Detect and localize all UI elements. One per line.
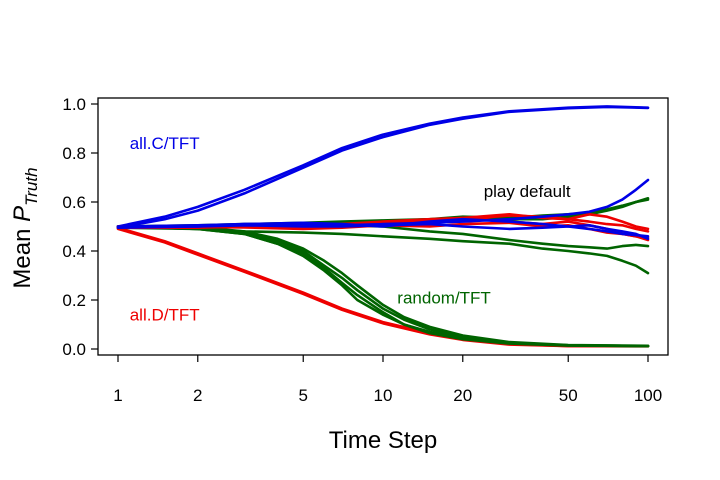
series-line-17	[116, 178, 650, 228]
y-axis-title-main: Mean	[9, 222, 36, 289]
y-tick-label: 0.0	[62, 340, 86, 359]
series-line-7	[116, 225, 650, 348]
x-axis: 1 2 5 10 20 50 100	[113, 355, 662, 405]
series-line-4	[116, 225, 650, 348]
series-line-18	[116, 222, 650, 241]
x-tick-label: 20	[453, 386, 472, 405]
y-tick-label: 0.2	[62, 291, 86, 310]
annotation-label: all.D/TFT	[130, 306, 200, 325]
x-tick-label: 2	[193, 386, 202, 405]
x-tick-label: 5	[298, 386, 307, 405]
series-line-8	[116, 225, 650, 275]
y-axis-title-subscript: Truth	[22, 167, 41, 205]
y-tick-label: 1.0	[62, 95, 86, 114]
y-axis: 0.0 0.2 0.4 0.6 0.8 1.0	[62, 95, 98, 359]
series-line-1	[116, 105, 650, 229]
x-tick-label: 100	[634, 386, 662, 405]
x-tick-label: 10	[374, 386, 393, 405]
y-tick-label: 0.6	[62, 193, 86, 212]
y-tick-label: 0.4	[62, 242, 86, 261]
series-line-6	[116, 226, 650, 348]
x-axis-title: Time Step	[329, 427, 437, 454]
x-tick-label: 50	[559, 386, 578, 405]
x-tick-label: 1	[113, 386, 122, 405]
series-line-0	[116, 105, 650, 228]
y-tick-label: 0.8	[62, 144, 86, 163]
y-axis-title-symbol: P	[9, 206, 36, 222]
annotation-layer: all.C/TFT play default random/TFT all.D/TFT	[130, 134, 571, 325]
annotation-label: play default	[484, 182, 571, 201]
annotation-label: random/TFT	[397, 289, 491, 308]
series-layer	[116, 105, 650, 348]
series-line-5	[116, 225, 650, 348]
y-axis-title: Mean PTruth	[9, 167, 41, 288]
annotation-label: all.C/TFT	[130, 134, 200, 153]
